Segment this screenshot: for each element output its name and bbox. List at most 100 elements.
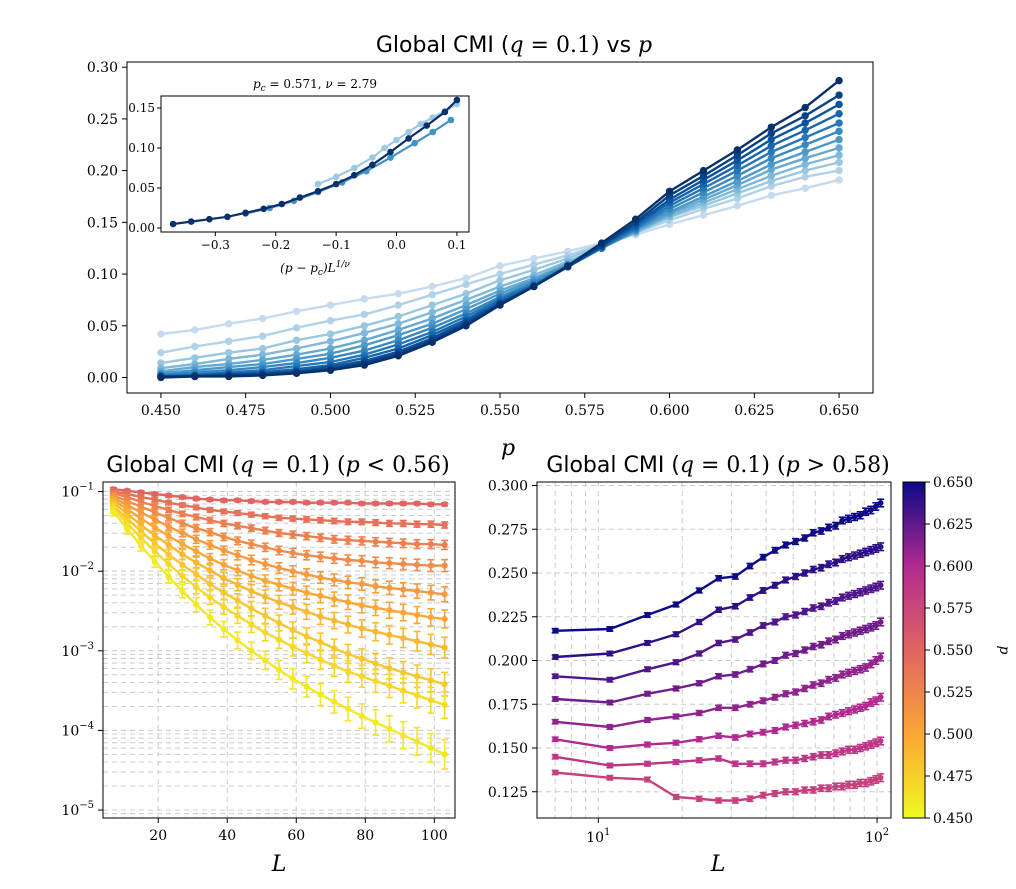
top-xtick-label: 0.500 — [310, 403, 350, 419]
bottom-left-data-point — [344, 537, 352, 544]
bottom-left-data-point — [179, 572, 186, 580]
bottom-left-data-point — [234, 567, 241, 574]
bottom-right-data-point — [782, 542, 789, 548]
top-data-point — [801, 141, 809, 149]
bottom-left-data-point — [179, 529, 186, 537]
bottom-left-series — [109, 501, 449, 697]
bottom-right-data-point — [782, 690, 789, 697]
bottom-left-data-point — [331, 555, 338, 562]
inset-data-point — [187, 218, 195, 225]
bottom-left-data-point — [344, 556, 352, 564]
bottom-right-data-point — [801, 755, 808, 762]
bottom-right-data-point — [872, 776, 879, 783]
top-ytick-label: 0.20 — [87, 164, 118, 180]
bottom-left-data-point — [234, 581, 241, 588]
bottom-left-data-point — [248, 647, 255, 654]
bottom-right-data-point — [782, 757, 789, 764]
bottom-left-data-point — [165, 541, 172, 549]
bottom-right-data-point — [747, 629, 753, 636]
bottom-left-data-point — [317, 553, 324, 560]
top-series — [157, 76, 843, 382]
bottom-left-data-point — [165, 492, 172, 499]
bottom-right-ytick-label: 0.125 — [488, 785, 528, 801]
top-data-point — [394, 319, 402, 328]
bottom-right-data-point — [867, 547, 874, 554]
top-data-point — [225, 348, 233, 357]
bottom-right-data-point — [877, 774, 884, 781]
bottom-left-data-point — [179, 551, 186, 558]
bottom-right-data-point — [696, 680, 703, 687]
bottom-left-data-point — [193, 559, 200, 566]
bottom-right-data-point — [818, 603, 825, 610]
bottom-left-data-point — [289, 585, 296, 592]
bottom-left-series — [109, 498, 449, 659]
top-data-point — [157, 348, 165, 357]
bottom-right-data-point — [862, 626, 869, 632]
bottom-left-xtick-label: 80 — [356, 828, 374, 844]
bottom-right-data-point — [747, 795, 753, 802]
bottom-left-data-point — [372, 500, 379, 507]
top-ytick-label: 0.25 — [87, 112, 118, 128]
bottom-left-data-point — [193, 513, 200, 521]
bottom-left-ytick-label: 10−3 — [61, 641, 94, 660]
bottom-left-data-point — [400, 520, 407, 527]
top-data-point — [835, 110, 843, 118]
bottom-left-data-point — [358, 580, 365, 588]
inset-data-point — [405, 128, 412, 136]
bottom-left-data-point — [441, 615, 448, 623]
bottom-right-data-point — [747, 731, 753, 737]
bottom-left-data-point — [413, 500, 421, 507]
bottom-right-data-point — [801, 535, 808, 541]
bottom-right-data-point — [760, 729, 766, 736]
top-xtick-label: 0.550 — [480, 403, 520, 419]
bottom-left-data-point — [262, 527, 269, 534]
bottom-left-data-point — [234, 497, 241, 504]
bottom-right-data-point — [845, 631, 852, 638]
bottom-right-data-point — [867, 741, 874, 748]
bottom-left-data-point — [441, 501, 448, 508]
bottom-left-data-point — [400, 669, 407, 676]
bottom-left-xtick-label: 60 — [287, 828, 305, 844]
bottom-right-data-point — [771, 582, 778, 589]
bottom-left-data-point — [275, 636, 283, 643]
bottom-left-data-point — [248, 541, 255, 548]
bottom-left-data-point — [400, 732, 407, 739]
bottom-right-data-point — [845, 515, 852, 522]
bottom-left-data-point — [193, 583, 200, 591]
bottom-right-data-point — [732, 671, 739, 678]
bottom-left-data-point — [275, 619, 283, 627]
top-data-point — [564, 262, 572, 270]
bottom-left-data-point — [151, 524, 158, 531]
top-data-point — [462, 322, 470, 330]
top-data-point — [530, 282, 538, 291]
top-ytick-label: 0.10 — [87, 267, 118, 283]
inset-data-point — [278, 200, 286, 208]
bottom-left-data-point — [358, 518, 365, 525]
bottom-right-data-point — [696, 650, 703, 657]
bottom-right-data-point — [606, 745, 613, 751]
bottom-left-data-point — [372, 583, 379, 590]
bottom-right-data-point — [801, 608, 808, 615]
colorbar-tick-label: 0.600 — [933, 559, 973, 575]
bottom-right-data-point — [696, 710, 703, 716]
bottom-right-series — [551, 769, 885, 804]
top-data-point — [801, 184, 809, 192]
inset-data-point — [441, 108, 449, 116]
top-data-point — [157, 373, 165, 382]
bottom-left-data-point — [344, 518, 352, 525]
bottom-right-series-line — [554, 771, 882, 802]
bottom-left-xtick-label: 100 — [421, 828, 448, 844]
bottom-left-data-point — [400, 586, 407, 593]
bottom-right-data-point — [862, 703, 869, 709]
bottom-left-data-point — [317, 517, 324, 524]
bottom-left-data-point — [206, 614, 214, 621]
bottom-left-data-point — [400, 634, 407, 642]
bottom-left-ytick-label: 10−2 — [61, 561, 94, 580]
bottom-left-data-point — [262, 498, 269, 506]
top-data-point — [767, 154, 775, 162]
inset-ytick-label: 0.10 — [128, 141, 155, 155]
top-xtick-label: 0.625 — [734, 403, 774, 419]
bottom-right-data-point — [696, 587, 703, 594]
top-data-point — [530, 254, 538, 263]
bottom-left-data-point — [275, 599, 283, 606]
